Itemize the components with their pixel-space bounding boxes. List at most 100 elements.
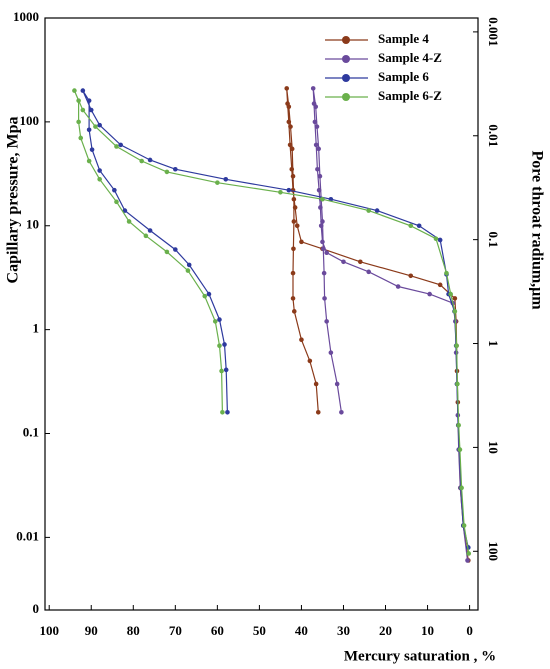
data-point xyxy=(395,284,401,289)
data-point xyxy=(97,122,102,128)
data-point xyxy=(186,262,192,268)
data-point xyxy=(86,158,92,164)
series-line xyxy=(312,88,469,561)
legend-label: Sample 6-Z xyxy=(378,88,442,103)
y-tick-label: 0.1 xyxy=(23,424,39,439)
data-point xyxy=(320,219,325,224)
data-point xyxy=(223,177,229,182)
data-point xyxy=(318,205,323,210)
data-point xyxy=(164,169,170,175)
data-point xyxy=(408,223,414,229)
data-point xyxy=(291,219,297,224)
data-point xyxy=(307,358,313,364)
y-tick-label: 100 xyxy=(20,113,40,128)
data-point xyxy=(314,124,320,129)
data-point xyxy=(290,296,296,301)
data-point xyxy=(465,558,470,563)
data-point xyxy=(341,259,346,265)
legend-marker xyxy=(342,55,350,63)
data-point xyxy=(93,124,98,129)
x-tick-label: 10 xyxy=(421,623,434,638)
data-point xyxy=(334,381,340,387)
data-point xyxy=(291,309,297,314)
y-tick-label: 1000 xyxy=(13,9,39,24)
legend-label: Sample 4 xyxy=(378,31,429,46)
data-point xyxy=(89,147,95,152)
data-point xyxy=(76,98,81,103)
data-point xyxy=(313,104,319,109)
data-point xyxy=(118,142,123,148)
data-point xyxy=(324,250,329,256)
legend-label: Sample 6 xyxy=(378,69,429,84)
data-point xyxy=(122,208,128,213)
data-point xyxy=(310,86,316,91)
data-point xyxy=(456,422,461,428)
data-point xyxy=(97,177,102,182)
x-axis-label: Mercury saturation , % xyxy=(344,648,496,664)
data-point xyxy=(294,223,300,229)
data-point xyxy=(288,124,293,129)
data-point xyxy=(287,142,293,148)
data-point xyxy=(433,236,439,242)
data-point xyxy=(72,88,77,93)
data-point xyxy=(284,86,290,91)
data-point xyxy=(457,447,463,452)
data-point xyxy=(316,187,322,193)
y2-tick-label: 0.001 xyxy=(486,17,501,46)
data-point xyxy=(461,523,467,528)
data-point xyxy=(143,233,149,239)
x-tick-label: 80 xyxy=(127,623,140,638)
data-point xyxy=(448,291,453,297)
legend-marker xyxy=(342,36,350,44)
data-point xyxy=(286,119,292,125)
legend-marker xyxy=(342,74,350,82)
data-point xyxy=(452,296,458,301)
data-point xyxy=(97,168,102,173)
data-point xyxy=(366,208,371,213)
y-tick-label: 1 xyxy=(33,321,40,336)
data-point xyxy=(324,319,329,324)
data-point xyxy=(313,381,319,387)
y2-axis-label: Pore throat radium,μm xyxy=(528,150,545,310)
data-point xyxy=(320,196,325,202)
data-point xyxy=(217,343,222,349)
data-point xyxy=(220,410,225,415)
data-point xyxy=(286,104,292,109)
data-point xyxy=(173,247,178,252)
x-tick-label: 90 xyxy=(85,623,98,638)
plot-frame xyxy=(44,17,479,611)
data-point xyxy=(427,291,432,297)
data-point xyxy=(286,187,292,193)
data-point xyxy=(339,410,344,415)
data-point xyxy=(78,135,84,141)
x-tick-label: 50 xyxy=(253,623,266,638)
data-point xyxy=(374,208,380,213)
data-point xyxy=(112,187,117,193)
data-point xyxy=(222,342,227,347)
data-point xyxy=(459,485,464,491)
data-point xyxy=(322,296,327,301)
x-tick-label: 40 xyxy=(295,623,308,638)
data-point xyxy=(291,196,297,202)
data-point xyxy=(80,88,86,93)
y2-tick-label: 100 xyxy=(486,542,501,562)
data-point xyxy=(80,107,86,113)
data-point xyxy=(408,273,414,279)
data-point xyxy=(316,146,321,152)
data-point xyxy=(164,249,170,255)
data-point xyxy=(114,199,119,205)
data-point xyxy=(219,368,224,374)
data-point xyxy=(278,189,283,195)
y2-tick-label: 1 xyxy=(486,340,501,347)
data-point xyxy=(437,282,443,288)
y2-tick-label: 0.01 xyxy=(486,124,501,147)
data-point xyxy=(366,269,371,275)
y2-tick-label: 0.1 xyxy=(486,232,501,248)
data-point xyxy=(320,239,325,245)
data-point xyxy=(466,551,472,556)
data-point xyxy=(217,317,222,322)
data-point xyxy=(317,173,323,179)
data-point xyxy=(215,180,220,185)
legend-label: Sample 4-Z xyxy=(378,50,442,65)
y-tick-label: 0.01 xyxy=(16,528,39,543)
